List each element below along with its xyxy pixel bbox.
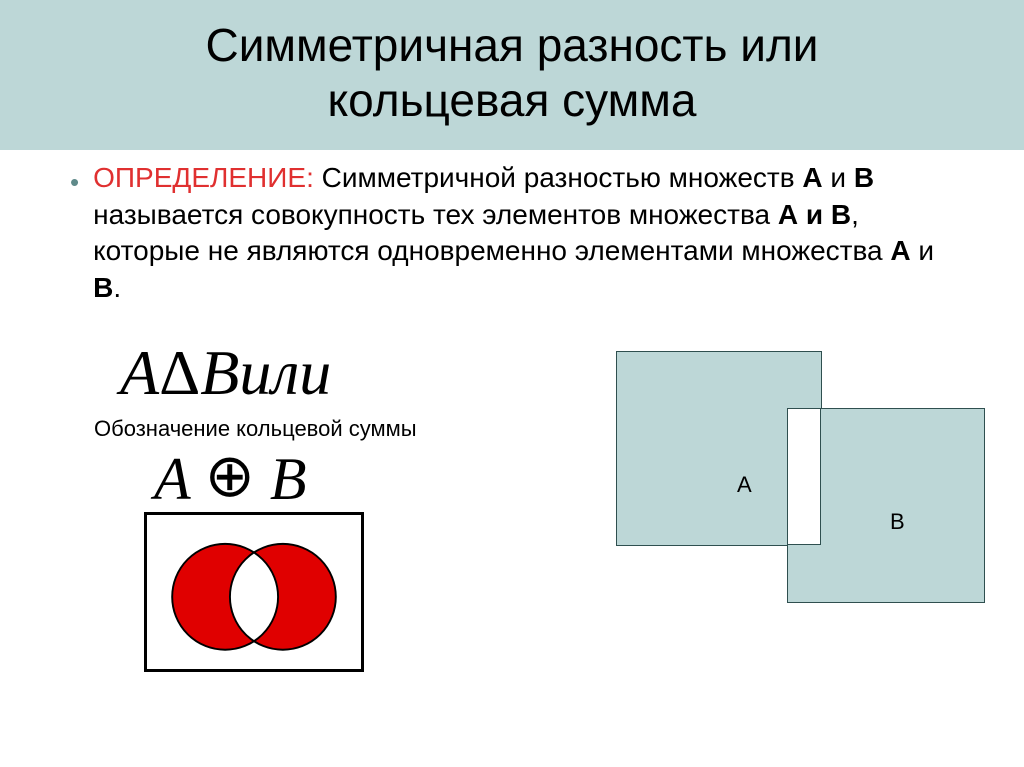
definition-lead: ОПРЕДЕЛЕНИЕ:: [93, 162, 314, 193]
slide-title: Симметричная разность или кольцевая сумм…: [20, 18, 1004, 128]
formula-oplus: A ⊕ B: [154, 444, 307, 514]
definition-text: ОПРЕДЕЛЕНИЕ: Симметричной разностью множ…: [93, 160, 964, 306]
squares-overlap: [788, 409, 821, 545]
formula-delta: АΔВили: [120, 336, 331, 410]
content-area: • ОПРЕДЕЛЕНИЕ: Симметричной разностью мн…: [0, 150, 1024, 716]
bullet-icon: •: [70, 166, 79, 200]
definition-block: • ОПРЕДЕЛЕНИЕ: Симметричной разностью мн…: [60, 160, 964, 306]
square-a-label: A: [737, 472, 752, 498]
square-b-label: B: [890, 509, 905, 535]
lower-region: АΔВили Обозначение кольцевой суммы A ⊕ B: [60, 336, 964, 716]
venn-svg: [147, 515, 361, 669]
slide-title-bar: Симметричная разность или кольцевая сумм…: [0, 0, 1024, 150]
ring-sum-caption: Обозначение кольцевой суммы: [94, 416, 417, 442]
title-line2: кольцевая сумма: [328, 74, 697, 126]
venn-diagram: [144, 512, 364, 672]
title-line1: Симметричная разность или: [206, 19, 819, 71]
